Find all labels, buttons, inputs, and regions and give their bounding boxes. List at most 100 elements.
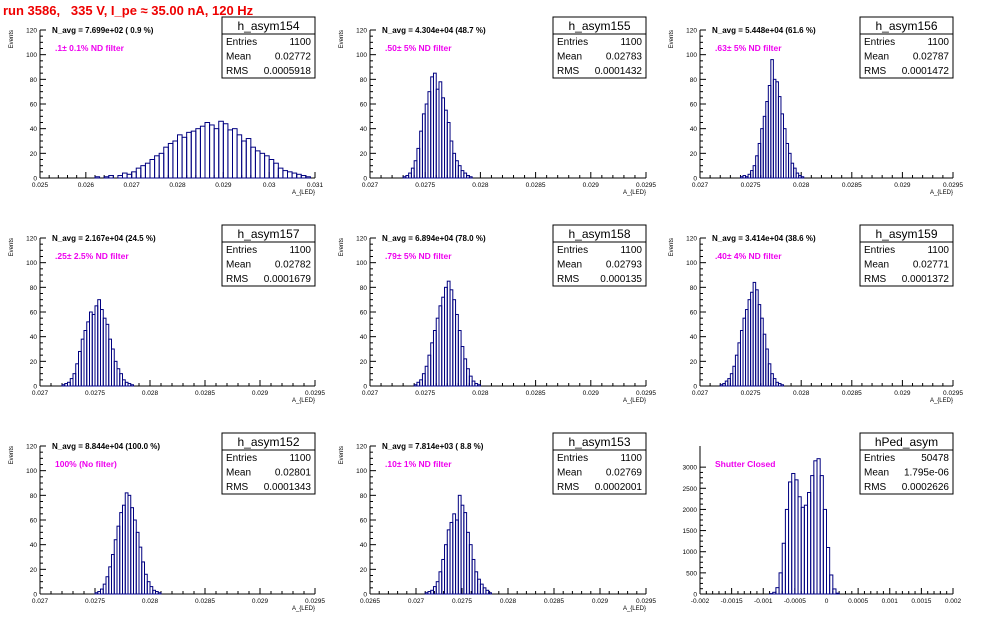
stats-label: Mean bbox=[226, 468, 251, 479]
stats-label: Entries bbox=[864, 453, 895, 464]
x-axis-label: A_{LED} bbox=[623, 398, 646, 404]
histogram-panel-h_asym153: 0 20 40 60 80 100 120 0.0265 0.027 0.0275 0.028 0.0… bbox=[339, 432, 656, 612]
y-tick-label: 120 bbox=[26, 28, 37, 35]
x-tick-label: -0.001 bbox=[754, 598, 773, 605]
histogram-bin bbox=[144, 162, 151, 179]
x-tick-label: 0.029 bbox=[894, 390, 911, 397]
histogram-bin bbox=[177, 134, 183, 179]
stats-box-title: h_asym153 bbox=[568, 435, 630, 449]
stats-label: Entries bbox=[226, 245, 257, 256]
x-axis-label: A_{LED} bbox=[623, 606, 646, 612]
y-axis-label: Events bbox=[669, 238, 675, 256]
x-tick-label: 0.029 bbox=[894, 182, 911, 189]
y-axis-label: Events bbox=[9, 238, 15, 256]
y-tick-label: 80 bbox=[360, 285, 368, 292]
stats-box bbox=[221, 16, 316, 79]
histogram-bin bbox=[117, 175, 123, 179]
x-tick-label: -0.0015 bbox=[721, 598, 743, 605]
x-tick-label: 0.028 bbox=[169, 182, 186, 189]
x-tick-label: 0.0275 bbox=[415, 182, 435, 189]
histogram-bin bbox=[291, 172, 298, 179]
stats-value: 1100 bbox=[927, 37, 949, 48]
y-tick-label: 40 bbox=[30, 334, 38, 341]
histogram-bin bbox=[181, 136, 188, 179]
histogram-bin bbox=[158, 152, 165, 179]
stats-box-title: h_asym159 bbox=[875, 227, 937, 241]
y-tick-label: 40 bbox=[690, 334, 698, 341]
histogram-bin bbox=[277, 167, 284, 179]
stats-value: 1100 bbox=[620, 37, 642, 48]
histogram-bin bbox=[254, 150, 261, 179]
navg-text: N_avg = 5.448e+04 (61.6 %) bbox=[712, 26, 816, 35]
histogram-bin bbox=[264, 155, 270, 179]
y-tick-label: 1500 bbox=[683, 528, 698, 535]
stats-value: 0.0001372 bbox=[902, 274, 950, 285]
x-tick-label: 0.027 bbox=[32, 598, 49, 605]
histogram-panel-hPed_asym: 0 500 1000 1500 2000 2500 3000 -0.002 -0.0015 -0.… bbox=[683, 432, 962, 605]
y-axis-label: Events bbox=[669, 30, 675, 48]
y-tick-label: 20 bbox=[360, 359, 368, 366]
histogram-bin bbox=[832, 588, 837, 595]
stats-box bbox=[552, 432, 647, 495]
histogram-bin bbox=[287, 171, 293, 179]
histogram-panel-h_asym157: 0 20 40 60 80 100 120 0.027 0.0275 0.028 0.0285 0.0… bbox=[9, 224, 325, 404]
stats-value: 0.0005918 bbox=[264, 66, 312, 77]
x-tick-label: 0.029 bbox=[252, 598, 269, 605]
histogram-bin bbox=[477, 384, 481, 387]
stats-label: Mean bbox=[557, 52, 582, 63]
y-tick-label: 60 bbox=[30, 310, 38, 317]
histogram-bin bbox=[232, 128, 238, 179]
x-tick-label: 0.028 bbox=[793, 182, 810, 189]
x-axis-label: A_{LED} bbox=[930, 398, 953, 404]
y-tick-label: 40 bbox=[360, 542, 368, 549]
stats-label: Mean bbox=[557, 468, 582, 479]
histogram-bin bbox=[94, 176, 101, 179]
stats-label: Mean bbox=[226, 260, 251, 271]
x-tick-label: 0.0265 bbox=[360, 598, 380, 605]
x-tick-label: 0.029 bbox=[215, 182, 232, 189]
y-tick-label: 20 bbox=[690, 359, 698, 366]
histogram-panel-h_asym158: 0 20 40 60 80 100 120 0.027 0.0275 0.028 0.0285 0.0… bbox=[339, 224, 656, 404]
stats-label: RMS bbox=[226, 274, 249, 285]
histogram-bin bbox=[209, 124, 215, 179]
y-tick-label: 120 bbox=[686, 236, 697, 243]
histogram-bin bbox=[167, 142, 174, 179]
navg-text: N_avg = 2.167e+04 (24.5 %) bbox=[52, 234, 156, 243]
stats-label: Mean bbox=[864, 260, 889, 271]
y-tick-label: 100 bbox=[686, 260, 697, 267]
stats-label: RMS bbox=[226, 66, 249, 77]
stats-label: RMS bbox=[557, 274, 580, 285]
histogram-bin bbox=[268, 159, 275, 179]
x-tick-label: 0.0285 bbox=[195, 598, 215, 605]
histogram-panel-h_asym155: 0 20 40 60 80 100 120 0.027 0.0275 0.028 0.0285 0.0… bbox=[339, 16, 656, 196]
filter-annotation: .40± 4% ND filter bbox=[715, 251, 782, 261]
y-tick-label: 0 bbox=[363, 592, 367, 599]
histogram-bin bbox=[273, 162, 279, 179]
histogram-bin bbox=[186, 131, 192, 179]
stats-label: Mean bbox=[226, 52, 251, 63]
stats-label: RMS bbox=[864, 66, 887, 77]
stats-label: Entries bbox=[557, 453, 588, 464]
histogram-panel-h_asym152: 0 20 40 60 80 100 120 0.027 0.0275 0.028 0.0285 0.0… bbox=[9, 432, 325, 612]
stats-value: 0.02801 bbox=[275, 468, 312, 479]
y-tick-label: 40 bbox=[360, 126, 368, 133]
histogram-bin bbox=[259, 152, 266, 179]
y-tick-label: 100 bbox=[686, 52, 697, 59]
stats-value: 50478 bbox=[921, 453, 949, 464]
x-tick-label: 0.0275 bbox=[85, 598, 105, 605]
y-tick-label: 100 bbox=[26, 260, 37, 267]
y-tick-label: 20 bbox=[30, 567, 38, 574]
y-tick-label: 40 bbox=[30, 542, 38, 549]
filter-annotation: Shutter Closed bbox=[715, 459, 775, 469]
stats-box-title: h_asym157 bbox=[237, 227, 299, 241]
stats-value: 0.02793 bbox=[606, 260, 643, 271]
y-tick-label: 20 bbox=[30, 151, 38, 158]
stats-value: 1100 bbox=[620, 245, 642, 256]
histogram-bin bbox=[250, 146, 256, 179]
x-tick-label: 0.0275 bbox=[741, 182, 761, 189]
stats-box bbox=[552, 16, 647, 79]
stats-value: 0.02772 bbox=[275, 52, 312, 63]
x-tick-label: 0.0295 bbox=[943, 390, 963, 397]
stats-value: 0.02771 bbox=[913, 260, 950, 271]
